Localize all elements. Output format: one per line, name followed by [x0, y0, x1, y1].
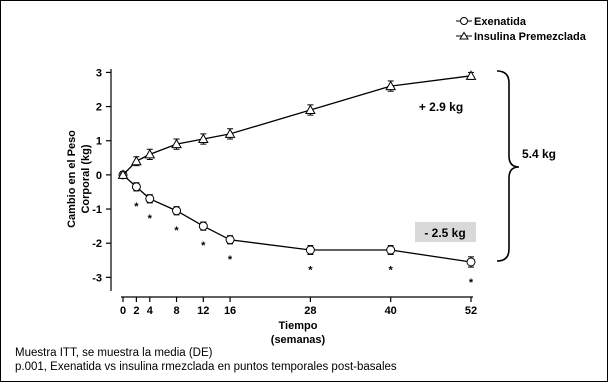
x-tick-label: 2	[133, 305, 139, 317]
y-tick-label: -2	[92, 238, 102, 250]
x-tick-label: 40	[385, 305, 397, 317]
difference-label: 5.4 kg	[522, 147, 556, 161]
x-tick-label: 0	[120, 305, 126, 317]
x-axis-label-sub: (semanas)	[271, 334, 326, 346]
exenatide-change-box	[415, 222, 476, 242]
x-tick-label: 4	[147, 305, 154, 317]
significance-asterisk: *	[148, 213, 153, 225]
data-point	[305, 104, 316, 114]
series-line	[122, 75, 472, 176]
difference-brace	[496, 70, 520, 262]
legend-marker-circle	[460, 17, 468, 25]
y-tick-label: 2	[96, 102, 102, 114]
legend-label-exenatida: Exenatida	[474, 16, 527, 28]
x-tick-label: 8	[173, 305, 179, 317]
y-tick-label: 3	[96, 67, 102, 79]
x-axis-label: Tiempo	[279, 320, 318, 332]
data-point	[198, 221, 208, 231]
data-point	[385, 80, 397, 91]
x-tick-label: 16	[224, 305, 236, 317]
significance-asterisk: *	[174, 225, 179, 237]
x-tick-label: 12	[197, 305, 209, 317]
data-point	[386, 245, 396, 255]
series-line	[122, 174, 472, 263]
insulin-change-label: + 2.9 kg	[419, 100, 463, 114]
data-point	[145, 194, 155, 204]
data-point	[305, 245, 315, 255]
y-ticks: 3 2 1 0 -1 -2 -3	[92, 67, 111, 284]
series-exenatida	[118, 170, 476, 268]
y-tick-label: 0	[96, 170, 102, 182]
exenatide-change-label: - 2.5 kg	[424, 226, 465, 240]
footnote-significance: p.001, Exenatida vs insulina rmezclada e…	[15, 361, 397, 373]
legend-item-exenatida: Exenatida	[456, 16, 527, 28]
x-tick-label: 52	[465, 305, 477, 317]
series-layer	[117, 70, 477, 268]
data-point	[172, 206, 182, 216]
y-axis-label-line1: Cambio en el Peso	[66, 130, 78, 228]
data-point	[465, 70, 477, 80]
data-point	[224, 128, 236, 138]
data-point	[197, 133, 209, 144]
significance-asterisk: *	[134, 201, 139, 213]
data-point	[225, 235, 235, 245]
data-point	[117, 169, 129, 179]
data-point	[466, 257, 476, 267]
legend-label-insulina: Insulina Premezclada	[474, 31, 587, 43]
y-tick-label: -3	[92, 272, 102, 284]
y-tick-label: 1	[96, 136, 102, 148]
data-point	[144, 148, 156, 159]
significance-asterisk: *	[228, 254, 233, 266]
footnote-sample: Muestra ITT, se muestra la media (DE)	[15, 347, 213, 359]
data-point	[171, 138, 182, 149]
significance-asterisk: *	[201, 240, 206, 252]
data-point	[131, 182, 141, 192]
x-tick-label: 28	[304, 305, 316, 317]
series-insulina	[117, 70, 477, 179]
x-ticks: 0 2 4 8 12 16 28 40 52	[120, 297, 477, 317]
y-tick-label: -1	[92, 204, 102, 216]
significance-asterisk: *	[389, 264, 394, 276]
significance-asterisk: *	[469, 277, 474, 289]
data-point	[131, 155, 142, 166]
legend-marker-triangle	[459, 31, 469, 40]
significance-markers: * * * * * * * *	[134, 201, 474, 289]
significance-asterisk: *	[308, 264, 313, 276]
legend-item-insulina: Insulina Premezclada	[456, 31, 587, 43]
y-axis-label-line2: Corporal (kg)	[80, 144, 92, 213]
legend: Exenatida Insulina Premezclada	[456, 16, 587, 43]
